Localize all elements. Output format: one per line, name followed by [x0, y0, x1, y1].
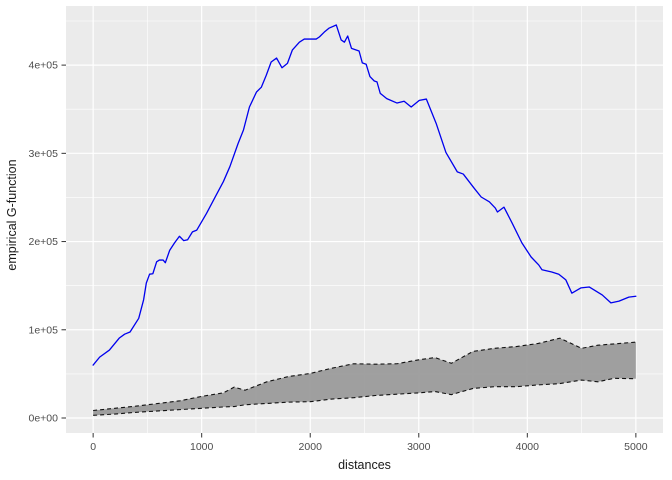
g-function-line [92, 24, 637, 366]
x-tick-label: 2000 [299, 441, 323, 453]
x-tick-label: 3000 [407, 441, 431, 453]
y-tick-label: 2e+05 [29, 236, 59, 248]
x-tick-label: 4000 [516, 441, 540, 453]
envelope-lower-edge [93, 377, 636, 416]
x-tick-label: 5000 [624, 441, 648, 453]
x-tick-label: 1000 [190, 441, 214, 453]
x-tick-label: 0 [90, 441, 96, 453]
y-tick-label: 4e+05 [29, 60, 59, 72]
envelope-ribbon [93, 338, 636, 416]
y-tick-label: 3e+05 [29, 148, 59, 160]
x-axis-title: distances [338, 458, 391, 472]
y-tick-label: 0e+00 [29, 413, 59, 425]
y-axis-title: empirical G-function [5, 159, 19, 271]
envelope-upper-edge [93, 337, 636, 412]
y-tick-label: 1e+05 [29, 324, 59, 336]
